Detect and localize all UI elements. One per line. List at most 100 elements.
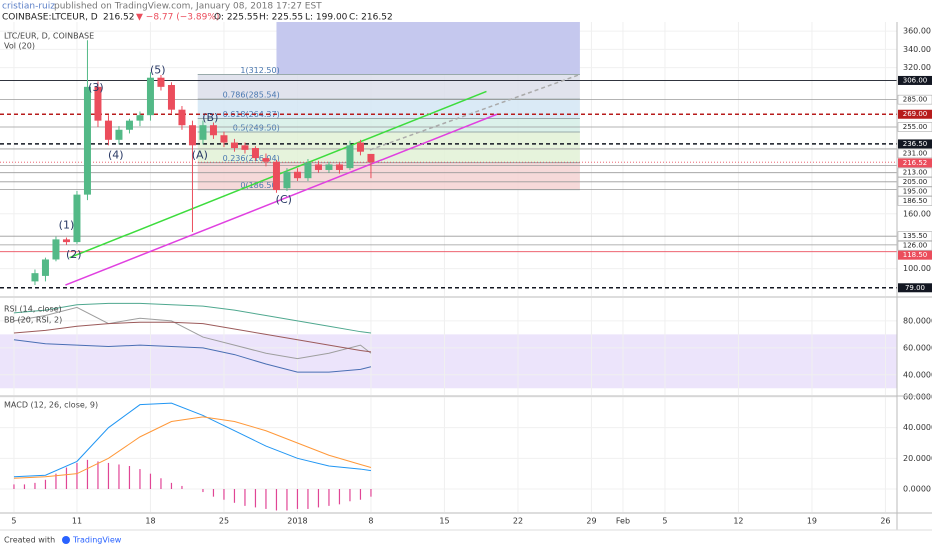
x-tick-label: 29 (586, 517, 596, 526)
x-tick-label: 5 (662, 517, 667, 526)
x-tick-label: 15 (439, 517, 449, 526)
price-tag-label: 269.00 (903, 110, 928, 118)
fib-label: 0.236(216.04) (223, 154, 280, 163)
price-tag-label: 135.50 (903, 232, 928, 240)
wave-label: (B) (202, 111, 218, 124)
price-tag (897, 186, 932, 197)
price-tag (897, 148, 932, 159)
candle-body (293, 171, 301, 179)
footer-created: Created with (4, 536, 55, 545)
candle-body (104, 120, 112, 140)
price-tag (898, 109, 932, 119)
x-tick-label: 2018 (287, 517, 307, 526)
wave-label: (3) (88, 81, 104, 94)
y-tick-label: 20.0000 (903, 454, 932, 463)
footer-brand[interactable]: TradingView (72, 536, 122, 545)
rsi-band (0, 334, 897, 389)
candle-body (251, 148, 259, 159)
plot-layer: 5 11 18 25 2018 8 15 22 29 Feb 5 12 19 26 360.00 340.00… (0, 22, 932, 526)
x-tick-label: 11 (72, 517, 82, 526)
candle-body (314, 164, 322, 170)
candle-body (157, 77, 165, 87)
last-price: 216.52 (103, 13, 135, 23)
price-tag-label: 195.00 (903, 187, 928, 195)
indicator-line (13, 339, 372, 373)
price-tag (897, 231, 932, 241)
price-tag-label: 126.00 (903, 242, 928, 250)
wave-label: (C) (276, 193, 292, 206)
candle-body (178, 109, 186, 126)
candle-body (199, 125, 207, 140)
published: published on TradingView.com, January 08… (54, 2, 322, 12)
price-tag-label: 216.52 (903, 159, 928, 167)
candle-body (335, 164, 343, 170)
price-tag (897, 196, 932, 206)
y-tick-label: 60.0000 (903, 343, 932, 352)
rsi-title: RSI (14, close) (4, 305, 62, 314)
fib-label: 0.5(249.50) (233, 124, 280, 133)
trendline (65, 113, 498, 286)
low: L: 199.00 (305, 13, 348, 23)
candle-body (136, 115, 144, 121)
candle-body (209, 125, 217, 136)
price-tag (898, 283, 932, 293)
y-tick-label: 40.0000 (903, 423, 932, 432)
candle-body (220, 135, 228, 143)
fib-band (197, 74, 580, 100)
price-tag-label: 186.50 (903, 197, 928, 205)
wave-label: (1) (59, 219, 75, 232)
fib-band (197, 118, 580, 133)
price-tag (898, 158, 932, 168)
wave-label: (4) (108, 148, 124, 161)
price-tag (897, 177, 932, 187)
y-tick-label: 340.00 (903, 45, 931, 54)
candle-body (52, 239, 60, 260)
x-tick-label: 5 (11, 517, 16, 526)
candle-body (272, 161, 280, 191)
price-tag-label: 236.50 (903, 140, 928, 148)
price-tag (897, 167, 932, 178)
price-tag-label: 231.00 (903, 149, 928, 157)
trendline (369, 73, 581, 151)
high: H: 225.55 (259, 13, 303, 23)
price-tag (897, 122, 932, 132)
y-tick-label: 0.0000 (903, 485, 931, 494)
y-tick-label: 160.00 (903, 209, 931, 218)
y-tick-label: 40.0000 (903, 370, 932, 379)
indicator-line (13, 402, 372, 478)
price-tag (898, 250, 932, 260)
candle-body (346, 145, 354, 169)
y-tick-label: 80.0000 (903, 316, 932, 325)
candle-body (241, 145, 249, 150)
author[interactable]: cristian-ruiz (2, 2, 55, 12)
indicator-line (13, 306, 372, 360)
fib-label: 1(312.50) (240, 66, 279, 75)
main-title: LTC/EUR, D, COINBASE (4, 32, 94, 41)
price-tag-label: 118.50 (903, 251, 928, 259)
x-tick-label: 22 (513, 517, 523, 526)
bb-title: BB (20, RSI, 2) (4, 316, 62, 325)
macd-title: MACD (12, 26, close, 9) (4, 401, 98, 410)
candle-body (325, 164, 333, 170)
y-tick-label: 320.00 (903, 63, 931, 72)
price-tag-label: 306.00 (903, 76, 928, 84)
candle-body (146, 77, 154, 116)
x-tick-label: Feb (616, 517, 630, 526)
candle-body (188, 125, 196, 146)
target-box (276, 22, 580, 75)
candle-body (73, 194, 81, 243)
indicator-line (13, 321, 372, 353)
x-tick-label: 8 (368, 517, 373, 526)
candle-body (283, 171, 291, 189)
fib-label: 0(186.50) (240, 181, 279, 190)
y-tick-label: 60.0000 (903, 393, 932, 402)
x-tick-label: 12 (733, 517, 743, 526)
candle-body (304, 162, 312, 179)
candle-body (125, 120, 133, 130)
candle-body (262, 158, 270, 162)
candle-body (41, 259, 49, 276)
x-tick-label: 26 (880, 517, 890, 526)
candle-body (31, 273, 39, 282)
price-tag-label: 255.00 (903, 123, 928, 131)
